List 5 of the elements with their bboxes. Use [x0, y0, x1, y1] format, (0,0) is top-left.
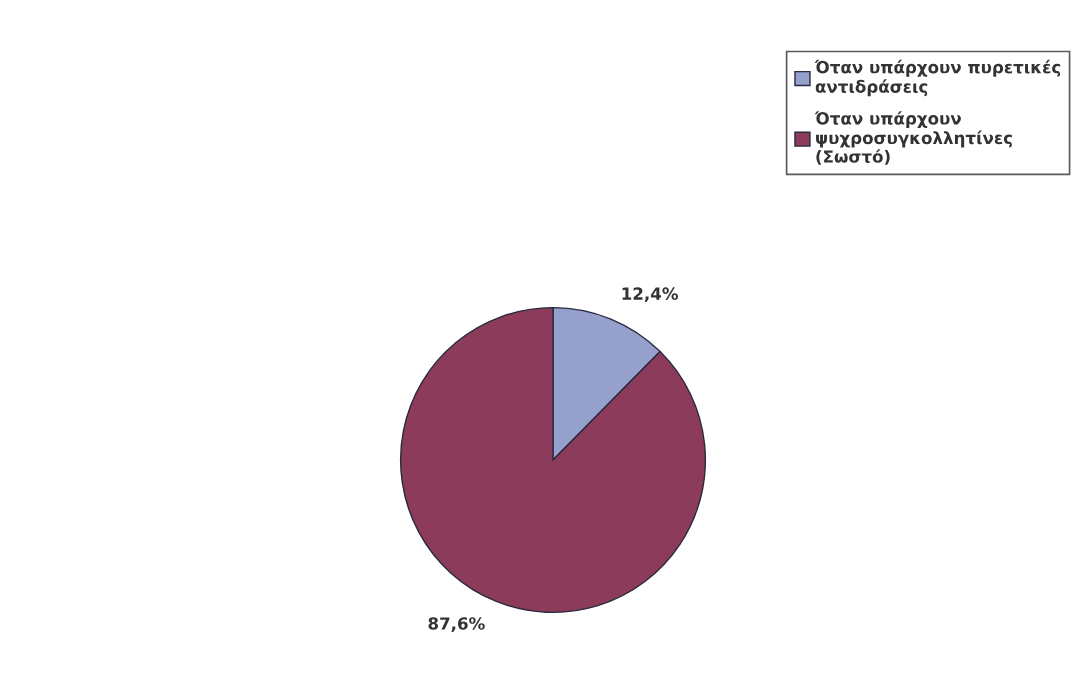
pie-slice	[399, 306, 707, 614]
legend-label: Όταν υπάρχουν πυρετικές αντιδράσεις	[814, 59, 1061, 97]
legend-label: Όταν υπάρχουν ψυχροσυγκολλητίνες (Σωστό)	[814, 111, 1012, 165]
data-label: 87,6%	[428, 617, 485, 632]
data-label: 12,4%	[622, 287, 678, 303]
